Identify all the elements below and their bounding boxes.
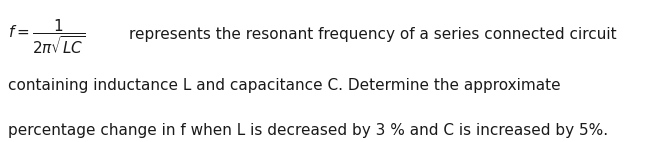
Text: percentage change in f when L is decreased by 3 % and C is increased by 5%.: percentage change in f when L is decreas…	[8, 123, 608, 138]
Text: $f = \dfrac{1}{2\pi\sqrt{LC}}$: $f = \dfrac{1}{2\pi\sqrt{LC}}$	[8, 17, 85, 56]
Text: containing inductance L and capacitance C. Determine the approximate: containing inductance L and capacitance …	[8, 78, 560, 93]
Text: represents the resonant frequency of a series connected circuit: represents the resonant frequency of a s…	[129, 27, 616, 42]
